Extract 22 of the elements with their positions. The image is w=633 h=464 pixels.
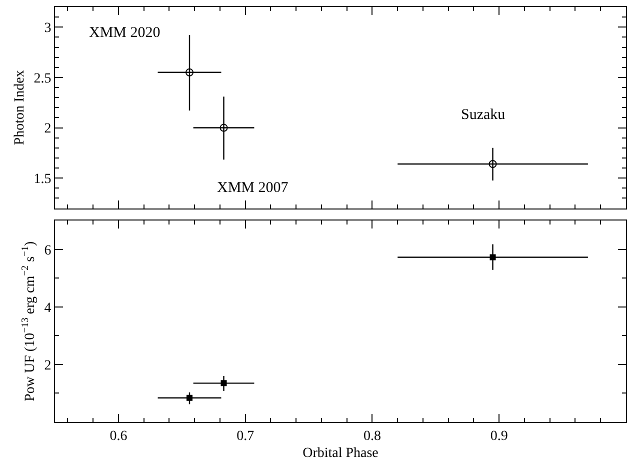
y-axis-title: Photon Index [12,70,28,146]
x-tick-label: 0.9 [490,428,508,444]
point [220,124,228,132]
x-tick-label: 0.8 [363,428,381,444]
point [186,68,194,76]
point [488,160,497,168]
point [186,394,192,401]
annotation: XMM 2020 [89,25,160,41]
y-tick-label: 4 [44,300,52,316]
y-tick-label: 1.5 [34,172,52,187]
y-tick-label: 2 [44,358,52,374]
annotation: Suzaku [461,107,506,123]
point [220,380,227,386]
point [490,254,496,260]
y-tick-label: 3 [44,21,52,36]
x-axis-title: Orbital Phase [302,446,378,462]
annotation: XMM 2007 [217,180,289,196]
y-tick-label: 2 [44,122,52,137]
x-tick-label: 0.6 [110,428,128,444]
y-tick-label: 6 [44,243,52,258]
x-tick-label: 0.7 [236,428,254,444]
y-tick-label: 2.5 [34,71,52,86]
